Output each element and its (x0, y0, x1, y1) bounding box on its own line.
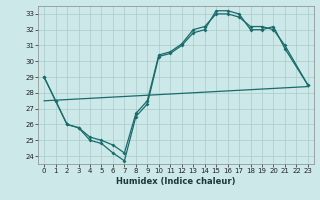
X-axis label: Humidex (Indice chaleur): Humidex (Indice chaleur) (116, 177, 236, 186)
